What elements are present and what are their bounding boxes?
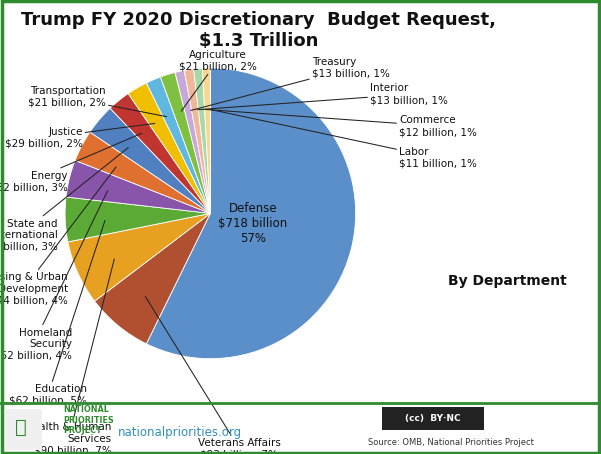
Wedge shape (75, 132, 210, 213)
FancyBboxPatch shape (382, 407, 484, 430)
Wedge shape (65, 197, 210, 242)
Text: NATIONAL
PRIORITIES
PROJECT: NATIONAL PRIORITIES PROJECT (63, 405, 114, 435)
Wedge shape (203, 68, 210, 213)
Text: Energy
$32 billion, 3%: Energy $32 billion, 3% (0, 133, 142, 192)
Text: 🌿: 🌿 (15, 419, 27, 437)
Text: Trump FY 2020 Discretionary  Budget Request,
$1.3 Trillion: Trump FY 2020 Discretionary Budget Reque… (21, 11, 496, 50)
Text: State and
International
$43 billion, 3%: State and International $43 billion, 3% (0, 148, 128, 252)
Text: Agriculture
$21 billion, 2%: Agriculture $21 billion, 2% (178, 50, 257, 111)
FancyBboxPatch shape (6, 409, 42, 450)
Text: nationalpriorities.org: nationalpriorities.org (118, 425, 242, 439)
Text: (cc)  BY·NC: (cc) BY·NC (405, 414, 460, 423)
Text: Commerce
$12 billion, 1%: Commerce $12 billion, 1% (204, 109, 477, 137)
Text: Source: OMB, National Priorities Project: Source: OMB, National Priorities Project (368, 438, 534, 447)
Wedge shape (147, 68, 356, 359)
Text: Education
$62 billion, 5%: Education $62 billion, 5% (9, 221, 105, 406)
Text: By Department: By Department (448, 275, 567, 288)
Wedge shape (110, 94, 210, 213)
Text: Treasury
$13 billion, 1%: Treasury $13 billion, 1% (191, 57, 390, 110)
Wedge shape (160, 73, 210, 213)
Wedge shape (66, 160, 210, 213)
Wedge shape (128, 83, 210, 213)
Text: Health & Human
Services
$90 billion, 7%: Health & Human Services $90 billion, 7% (25, 259, 114, 454)
Wedge shape (94, 213, 210, 344)
Text: Labor
$11 billion, 1%: Labor $11 billion, 1% (210, 109, 477, 169)
Text: Justice
$29 billion, 2%: Justice $29 billion, 2% (5, 123, 155, 148)
Text: Defense
$718 billion
57%: Defense $718 billion 57% (218, 202, 287, 245)
Wedge shape (194, 68, 210, 213)
Wedge shape (175, 70, 210, 213)
Text: Veterans Affairs
$93 billion, 7%: Veterans Affairs $93 billion, 7% (145, 296, 281, 454)
Text: Transportation
$21 billion, 2%: Transportation $21 billion, 2% (28, 86, 166, 117)
Text: Interior
$13 billion, 1%: Interior $13 billion, 1% (198, 84, 448, 110)
Text: Housing & Urban
Development
$44 billion, 4%: Housing & Urban Development $44 billion,… (0, 167, 116, 306)
Text: Homeland
Security
$52 billion, 4%: Homeland Security $52 billion, 4% (0, 191, 108, 361)
Wedge shape (90, 108, 210, 213)
Wedge shape (185, 69, 210, 213)
Wedge shape (147, 77, 210, 213)
Wedge shape (68, 213, 210, 301)
